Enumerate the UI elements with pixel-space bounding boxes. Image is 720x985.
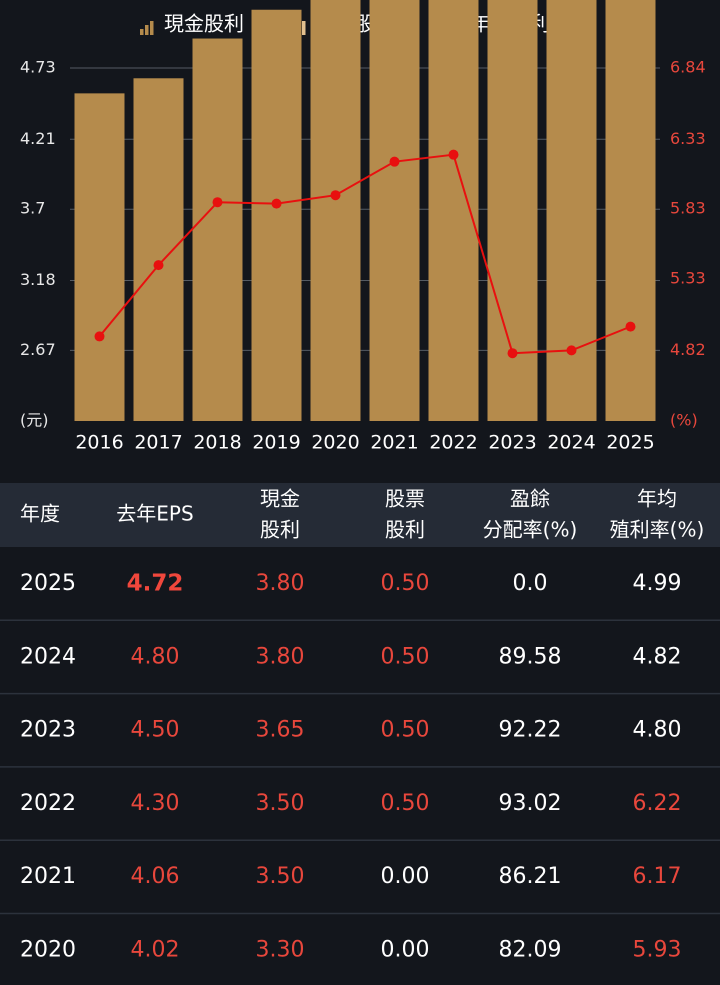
table-cell: 0.00 (381, 938, 430, 963)
y2-tick-label: 5.33 (670, 269, 706, 288)
table-cell: 2022 (20, 791, 76, 816)
table-cell: 0.0 (513, 571, 548, 596)
y2-tick-label: 6.84 (670, 58, 706, 77)
bar (192, 38, 243, 421)
table-cell: 3.50 (256, 791, 305, 816)
x-tick-label: 2016 (75, 432, 123, 454)
table-cell: 4.30 (131, 791, 180, 816)
table-cell: 4.06 (131, 864, 180, 889)
x-tick-label: 2025 (606, 432, 654, 454)
table-cell: 3.30 (256, 938, 305, 963)
table-cell: 93.02 (499, 791, 562, 816)
yield-point (448, 149, 459, 160)
y-tick-label: 2.67 (20, 340, 56, 359)
y2-tick-label: 6.33 (670, 129, 706, 148)
table-header: 股利 (385, 518, 425, 542)
x-tick-label: 2018 (193, 432, 241, 454)
table-cell: 3.80 (256, 571, 305, 596)
x-tick-label: 2021 (370, 432, 418, 454)
bar (605, 0, 656, 422)
table-cell: 4.80 (633, 718, 682, 743)
table-header: 去年EPS (116, 502, 193, 526)
y-tick-label: 4.21 (20, 129, 56, 148)
table-cell: 6.17 (633, 864, 682, 889)
x-tick-label: 2022 (429, 432, 477, 454)
table-cell: 0.00 (381, 864, 430, 889)
yield-point (507, 348, 518, 359)
table-cell: 2024 (20, 644, 76, 669)
yield-point (271, 198, 282, 209)
table-header: 年度 (20, 502, 60, 526)
table-cell: 5.93 (633, 938, 682, 963)
table-header: 分配率(%) (483, 518, 578, 542)
yield-line (98, 153, 631, 355)
table-cell: 4.02 (131, 938, 180, 963)
legend-bar-icon (140, 29, 144, 35)
table-cell: 3.80 (256, 644, 305, 669)
x-tick-label: 2017 (134, 432, 182, 454)
table-cell: 2020 (20, 938, 76, 963)
table-cell: 6.22 (633, 791, 682, 816)
table-cell: 4.72 (127, 571, 184, 597)
x-tick-label: 2020 (311, 432, 359, 454)
yield-point (212, 197, 223, 208)
table-cell: 4.80 (131, 644, 180, 669)
yield-point (94, 331, 105, 342)
table-cell: 0.50 (381, 644, 430, 669)
y-tick-label: 4.73 (20, 58, 56, 77)
yield-point (389, 156, 400, 167)
table-cell: 0.50 (381, 718, 430, 743)
yield-point (625, 321, 636, 332)
legend-bar-icon (302, 21, 306, 35)
y2-tick-label: 4.82 (670, 340, 706, 359)
table-header-bg (0, 483, 720, 547)
table-cell: 82.09 (499, 938, 562, 963)
table-header: 盈餘 (510, 487, 550, 511)
table-cell: 92.22 (499, 718, 562, 743)
y2-unit: (%) (670, 411, 698, 430)
x-tick-label: 2023 (488, 432, 536, 454)
y-unit: (元) (20, 411, 49, 430)
bar (369, 0, 420, 421)
y2-tick-label: 5.83 (670, 199, 706, 218)
table-header: 股利 (260, 518, 300, 542)
yield-point (330, 190, 341, 201)
yield-point (566, 345, 577, 356)
table-cell: 2025 (20, 571, 76, 596)
y-tick-label: 3.7 (20, 199, 45, 218)
bar (251, 9, 302, 422)
table-cell: 0.50 (381, 571, 430, 596)
bar (133, 78, 184, 421)
table-cell: 3.65 (256, 718, 305, 743)
table-header: 年均 (637, 487, 677, 511)
x-tick-label: 2019 (252, 432, 300, 454)
bar (546, 0, 597, 422)
table-cell: 2023 (20, 718, 76, 743)
table-cell: 4.50 (131, 718, 180, 743)
table-cell: 2021 (20, 864, 76, 889)
legend-label: 現金股利 (164, 12, 244, 36)
table-cell: 89.58 (499, 644, 562, 669)
y-tick-label: 3.18 (20, 270, 56, 289)
legend-bar-icon (145, 25, 149, 35)
table-cell: 3.50 (256, 864, 305, 889)
bar (74, 93, 125, 421)
yield-point (153, 260, 164, 271)
table-cell: 4.99 (633, 571, 682, 596)
table-header: 現金 (260, 487, 300, 511)
table-cell: 86.21 (499, 864, 562, 889)
table-cell: 4.82 (633, 644, 682, 669)
table-header: 殖利率(%) (610, 518, 705, 542)
table-header: 股票 (385, 487, 425, 511)
table-cell: 0.50 (381, 791, 430, 816)
bar (310, 0, 361, 421)
legend-bar-icon (150, 21, 154, 35)
x-tick-label: 2024 (547, 432, 595, 454)
